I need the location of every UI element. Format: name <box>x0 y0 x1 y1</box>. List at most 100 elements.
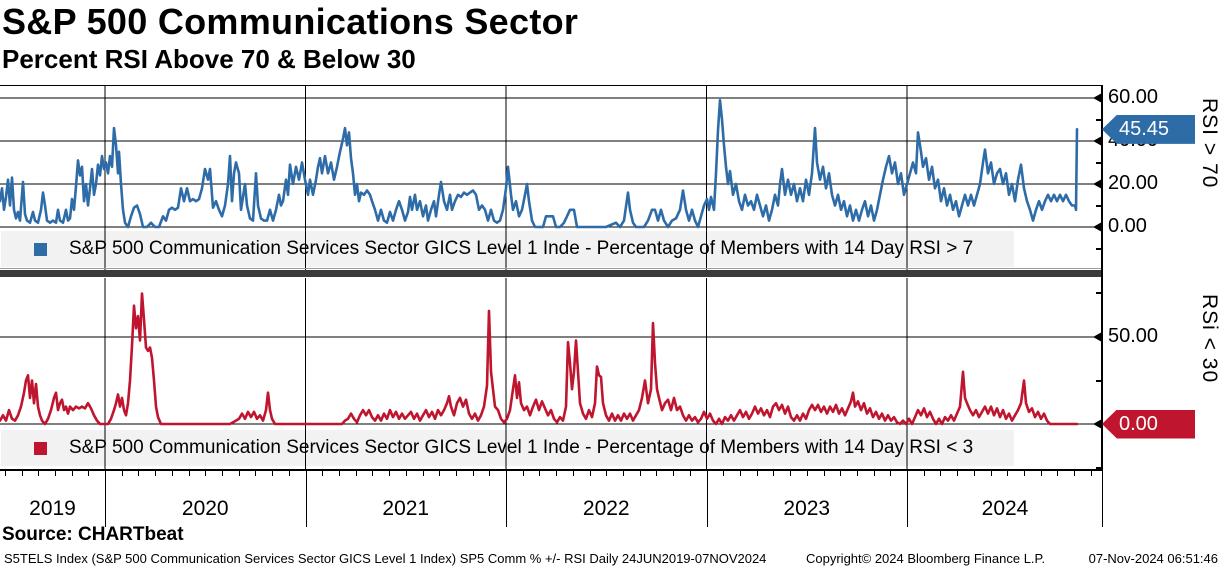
x-axis-line <box>0 469 1103 471</box>
legend-row: S&P 500 Communication Services Sector GI… <box>1 430 1014 466</box>
y-axis-tick-label: 50.00 <box>1108 325 1159 347</box>
legend-background <box>1 430 1014 466</box>
month-tick <box>973 471 975 476</box>
month-tick <box>940 471 942 476</box>
rsi-below-30-panel[interactable]: S&P 500 Communication Services Sector GI… <box>0 278 1103 470</box>
last-value-badge: 0.00 <box>1102 409 1195 439</box>
plot-area[interactable] <box>0 278 1103 470</box>
month-tick <box>790 471 791 476</box>
month-tick <box>422 471 424 476</box>
y-axis-minor-tick <box>1096 379 1102 382</box>
month-tick <box>990 471 992 476</box>
month-tick <box>673 471 675 476</box>
month-tick <box>322 471 324 476</box>
month-tick <box>155 471 157 476</box>
legend-marker-icon <box>34 242 47 256</box>
month-tick <box>71 471 73 476</box>
legend-label: S&P 500 Communication Services Sector GI… <box>69 238 974 259</box>
panel-divider-highlight <box>0 268 1103 269</box>
last-value-badge: 45.45 <box>1102 114 1195 144</box>
month-tick <box>1074 471 1076 476</box>
footer-timestamp: 07-Nov-2024 06:51:46 <box>1088 551 1218 566</box>
right-axis-label-rsi-above-70: RSI > 70 <box>1198 98 1221 189</box>
month-tick <box>739 471 741 476</box>
y-axis-minor-tick <box>1096 247 1102 250</box>
month-tick <box>756 471 758 476</box>
month-tick <box>689 471 691 476</box>
footer-ticker-info: S5TELS Index (S&P 500 Communication Serv… <box>4 551 767 566</box>
year-label: 2021 <box>382 497 430 520</box>
year-label: 2019 <box>29 497 76 520</box>
month-tick <box>572 471 574 476</box>
month-tick <box>806 471 808 476</box>
month-tick <box>38 471 40 476</box>
month-tick <box>54 471 56 476</box>
series-line <box>0 292 1079 426</box>
y-axis-tick-label: 0.00 <box>1108 215 1147 237</box>
month-tick <box>890 471 892 476</box>
month-tick <box>338 471 340 476</box>
plot-area[interactable] <box>0 86 1103 270</box>
month-tick <box>238 471 240 476</box>
right-axis-line <box>1101 86 1103 470</box>
year-label: 2020 <box>181 497 229 520</box>
legend-label: S&P 500 Communication Services Sector GI… <box>69 437 974 458</box>
month-tick <box>522 471 524 476</box>
chart-subtitle: Percent RSI Above 70 & Below 30 <box>2 44 416 74</box>
month-tick <box>539 471 541 476</box>
month-tick <box>556 471 558 476</box>
legend-row: S&P 500 Communication Services Sector GI… <box>1 231 1014 267</box>
month-tick <box>272 471 274 476</box>
month-tick <box>1090 471 1092 476</box>
month-tick <box>823 471 825 476</box>
y-axis-tick-label: 60.00 <box>1108 86 1159 109</box>
top-frame-line <box>0 85 1103 86</box>
y-axis-minor-tick <box>1096 292 1102 295</box>
footer-copyright: Copyright© 2024 Bloomberg Finance L.P. <box>806 551 1046 566</box>
month-tick <box>623 471 624 476</box>
y-axis-tick-arrow-icon <box>1093 332 1102 342</box>
panel-divider <box>0 270 1103 277</box>
month-tick <box>171 471 173 476</box>
month-tick <box>1040 471 1042 476</box>
y-axis-minor-tick <box>1096 118 1102 121</box>
year-separator <box>1102 470 1103 527</box>
y-axis-tick-arrow-icon <box>1093 136 1102 147</box>
month-tick <box>472 471 474 476</box>
year-separator <box>305 470 307 527</box>
legend-background <box>1 231 1014 267</box>
month-tick <box>405 471 407 476</box>
month-tick <box>639 471 641 476</box>
y-axis-tick-arrow-icon <box>1093 419 1102 430</box>
month-tick <box>923 471 925 476</box>
year-separator <box>907 470 908 527</box>
y-axis-minor-tick <box>1096 466 1102 469</box>
y-axis-tick-arrow-icon <box>1093 93 1102 104</box>
month-tick <box>288 471 290 476</box>
month-tick <box>4 471 6 476</box>
month-tick <box>606 471 608 476</box>
month-tick <box>88 471 90 476</box>
month-tick <box>957 471 959 476</box>
year-separator <box>506 470 507 527</box>
month-tick <box>656 471 658 476</box>
month-tick <box>255 471 257 476</box>
y-axis-tick-label: 20.00 <box>1108 172 1159 195</box>
y-axis-minor-tick <box>1096 204 1102 207</box>
month-tick <box>489 471 491 476</box>
year-separator <box>706 470 708 527</box>
year-separator <box>105 470 106 527</box>
right-axis-label-rsi-below-30: RSi < 30 <box>1198 294 1221 384</box>
y-axis-minor-tick <box>1096 161 1102 164</box>
legend-marker-icon <box>34 441 47 455</box>
rsi-above-70-panel[interactable]: S&P 500 Communication Services Sector GI… <box>0 86 1103 270</box>
month-tick <box>21 471 23 476</box>
month-tick <box>121 471 123 476</box>
year-label: 2022 <box>582 497 630 520</box>
month-tick <box>589 471 591 476</box>
series-line <box>0 98 1079 229</box>
month-tick <box>205 471 207 476</box>
month-tick <box>188 471 190 476</box>
chart-title: S&P 500 Communications Sector <box>2 1 579 42</box>
